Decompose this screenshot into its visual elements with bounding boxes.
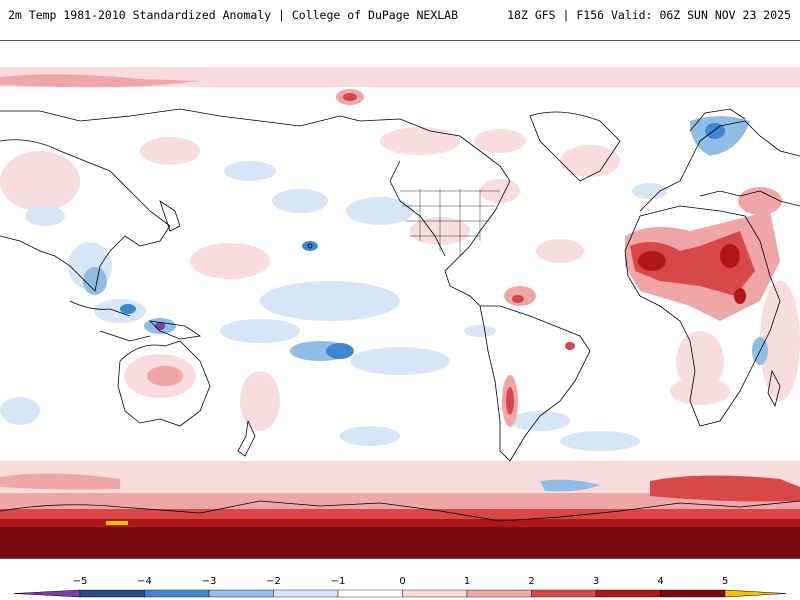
arctic-anomaly-band <box>0 67 800 105</box>
colorbar-tick-label: 3 <box>593 576 599 587</box>
colorbar-tick-label: 4 <box>657 576 663 587</box>
coastlines <box>0 108 800 522</box>
colorbar-swatch <box>531 589 597 598</box>
colorbar-tick-label: −4 <box>137 576 152 587</box>
colorbar-swatches <box>13 589 787 598</box>
antarctic-anomaly-band <box>0 461 800 558</box>
colorbar-swatch <box>337 589 403 598</box>
colorbar-tick-label: −3 <box>202 576 217 587</box>
colorbar-under-arrow <box>13 589 81 598</box>
colorbar-tick-label: 5 <box>722 576 728 587</box>
colorbar-swatch <box>402 589 468 598</box>
anomaly-map-canvas <box>0 67 800 558</box>
colorbar-tick-label: −1 <box>331 576 346 587</box>
us-state-borders <box>400 189 500 256</box>
map-title: 2m Temp 1981-2010 Standardized Anomaly |… <box>8 8 459 22</box>
colorbar-swatch <box>79 589 145 598</box>
colorbar-swatch <box>466 589 532 598</box>
colorbar-tick-label: 1 <box>464 576 470 587</box>
anomaly-map <box>0 40 800 559</box>
colorbar-tick-label: −2 <box>266 576 281 587</box>
colorbar-canvas: −5 −4 −3 −2 −1 0 1 2 3 4 5 <box>13 576 787 598</box>
colorbar-swatch <box>273 589 339 598</box>
asia-cold-anomaly <box>25 206 176 334</box>
north-america-anomaly <box>410 179 520 245</box>
colorbar-swatch <box>208 589 274 598</box>
colorbar-swatch <box>595 589 661 598</box>
colorbar: −5 −4 −3 −2 −1 0 1 2 3 4 5 <box>0 570 800 600</box>
colorbar-swatch <box>144 589 210 598</box>
australia-warm-anomaly <box>124 354 196 398</box>
south-america-anomaly <box>502 286 575 427</box>
colorbar-over-arrow <box>724 589 787 598</box>
colorbar-tick-label: 2 <box>528 576 534 587</box>
map-header: 2m Temp 1981-2010 Standardized Anomaly |… <box>0 0 800 40</box>
model-valid-time: 18Z GFS | F156 Valid: 06Z SUN NOV 23 202… <box>507 8 791 22</box>
ocean-anomaly-patches <box>0 127 800 451</box>
colorbar-tick-label: −5 <box>73 576 88 587</box>
colorbar-swatch <box>660 589 726 598</box>
colorbar-tick-labels: −5 −4 −3 −2 −1 0 1 2 3 4 5 <box>73 576 729 587</box>
africa-warm-anomaly <box>625 187 782 391</box>
colorbar-tick-label: 0 <box>399 576 405 587</box>
europe-cold-anomaly <box>632 116 750 199</box>
antarctic-cold-patch <box>540 479 600 492</box>
